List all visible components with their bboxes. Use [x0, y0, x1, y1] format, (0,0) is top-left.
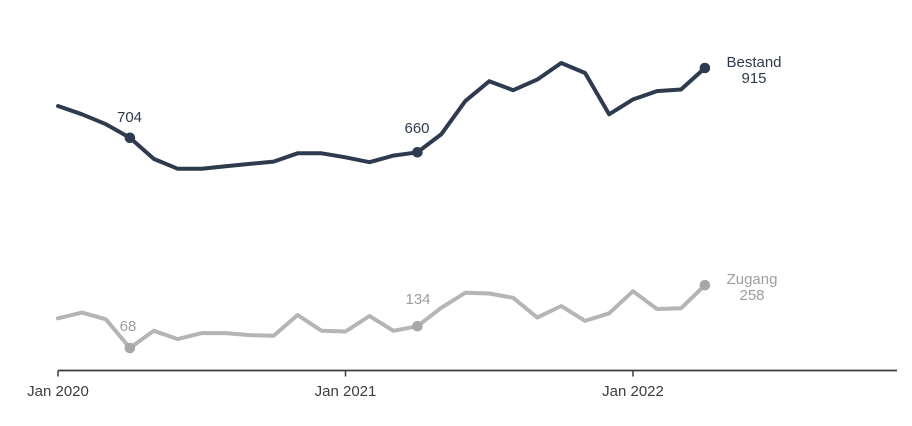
x-axis: Jan 2020 Jan 2021 Jan 2022	[27, 369, 897, 400]
zugang-series-name: Zugang	[727, 271, 778, 288]
zugang-marker-134	[412, 320, 423, 332]
bestand-line	[56, 61, 707, 171]
bestand-marker-704	[124, 132, 136, 144]
series-lines	[56, 61, 707, 350]
x-axis-label-jan-2021: Jan 2021	[315, 383, 377, 400]
bestand-point-label-704: 704	[117, 109, 142, 126]
bestand-point-label-660: 660	[404, 120, 429, 137]
bestand-marker-660	[412, 147, 423, 158]
series-point-markers	[124, 62, 711, 354]
bestand-end-value: 915	[741, 70, 766, 87]
zugang-point-label-134: 134	[405, 291, 430, 308]
bestand-end-label: Bestand 915	[726, 54, 781, 87]
point-annotations: 704 660 68 134 Bestand 915 Zugang 258	[117, 54, 782, 335]
zugang-line	[56, 283, 707, 350]
x-axis-label-jan-2020: Jan 2020	[27, 383, 89, 400]
zugang-marker-258	[699, 279, 711, 291]
zugang-point-label-68: 68	[120, 318, 137, 335]
x-axis-label-jan-2022: Jan 2022	[602, 383, 664, 400]
bestand-series-name: Bestand	[726, 54, 781, 71]
bestand-marker-915	[699, 62, 711, 74]
zugang-marker-68	[124, 342, 136, 354]
zugang-end-label: Zugang 258	[727, 271, 778, 304]
zugang-end-value: 258	[739, 287, 764, 304]
